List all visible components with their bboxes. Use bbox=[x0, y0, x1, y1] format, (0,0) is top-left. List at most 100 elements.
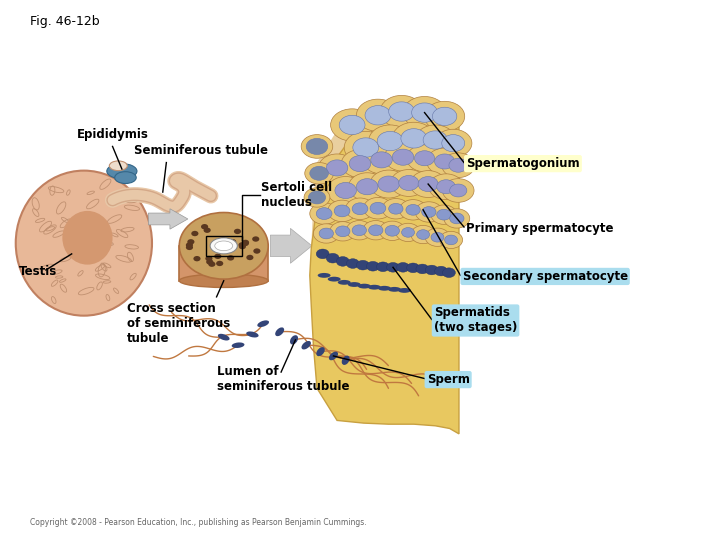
Ellipse shape bbox=[63, 211, 112, 265]
Circle shape bbox=[440, 231, 462, 248]
Circle shape bbox=[371, 152, 392, 168]
Circle shape bbox=[319, 228, 333, 239]
FancyArrow shape bbox=[270, 228, 312, 264]
Circle shape bbox=[415, 202, 443, 222]
Circle shape bbox=[334, 205, 350, 217]
Ellipse shape bbox=[257, 320, 269, 327]
Circle shape bbox=[397, 262, 410, 272]
Ellipse shape bbox=[246, 332, 258, 338]
Circle shape bbox=[252, 237, 259, 242]
Circle shape bbox=[363, 220, 389, 240]
Circle shape bbox=[425, 102, 464, 131]
Circle shape bbox=[349, 156, 371, 172]
Ellipse shape bbox=[232, 342, 245, 348]
Text: Cross section
of seminiferous
tubule: Cross section of seminiferous tubule bbox=[127, 302, 230, 345]
Circle shape bbox=[444, 209, 469, 228]
Text: Spermatogonium: Spermatogonium bbox=[466, 157, 580, 170]
Ellipse shape bbox=[107, 164, 137, 179]
Ellipse shape bbox=[275, 327, 284, 336]
Circle shape bbox=[306, 138, 328, 154]
Circle shape bbox=[229, 239, 236, 245]
Ellipse shape bbox=[109, 161, 127, 171]
Circle shape bbox=[253, 248, 261, 254]
Circle shape bbox=[301, 134, 333, 158]
Ellipse shape bbox=[114, 172, 136, 184]
Text: Sertoli cell
nucleus: Sertoli cell nucleus bbox=[261, 181, 332, 209]
Circle shape bbox=[416, 264, 429, 274]
Ellipse shape bbox=[328, 276, 341, 281]
Circle shape bbox=[437, 210, 451, 220]
Circle shape bbox=[346, 220, 372, 240]
Circle shape bbox=[356, 179, 378, 195]
Circle shape bbox=[344, 131, 387, 164]
Ellipse shape bbox=[358, 284, 371, 288]
Circle shape bbox=[369, 225, 383, 235]
Circle shape bbox=[304, 188, 330, 207]
Ellipse shape bbox=[342, 355, 350, 365]
Circle shape bbox=[205, 256, 212, 261]
Circle shape bbox=[389, 102, 415, 121]
Text: Fig. 46-12b: Fig. 46-12b bbox=[30, 15, 99, 28]
Circle shape bbox=[392, 122, 436, 154]
Circle shape bbox=[377, 131, 403, 151]
Circle shape bbox=[427, 148, 462, 175]
Circle shape bbox=[326, 160, 348, 176]
Circle shape bbox=[435, 266, 448, 276]
Circle shape bbox=[417, 230, 430, 239]
Circle shape bbox=[370, 202, 386, 214]
Circle shape bbox=[370, 170, 408, 198]
Ellipse shape bbox=[302, 341, 311, 349]
Bar bbox=[206, 235, 242, 256]
Circle shape bbox=[366, 261, 379, 271]
Circle shape bbox=[429, 174, 463, 200]
Circle shape bbox=[442, 134, 464, 152]
Polygon shape bbox=[179, 246, 268, 281]
Text: Secondary spermatocyte: Secondary spermatocyte bbox=[462, 270, 628, 283]
Ellipse shape bbox=[318, 273, 330, 278]
Circle shape bbox=[227, 255, 234, 261]
Circle shape bbox=[216, 261, 223, 266]
Ellipse shape bbox=[398, 288, 411, 293]
Circle shape bbox=[316, 208, 332, 219]
Text: Testis: Testis bbox=[19, 265, 58, 278]
Circle shape bbox=[401, 129, 427, 148]
Text: Seminiferous tubule: Seminiferous tubule bbox=[134, 144, 268, 157]
Circle shape bbox=[242, 241, 249, 246]
Circle shape bbox=[238, 242, 246, 247]
Ellipse shape bbox=[388, 287, 401, 292]
Circle shape bbox=[382, 199, 410, 219]
Circle shape bbox=[330, 109, 374, 141]
Circle shape bbox=[318, 154, 356, 182]
Circle shape bbox=[431, 205, 456, 224]
Circle shape bbox=[402, 227, 415, 237]
Circle shape bbox=[391, 170, 427, 197]
Ellipse shape bbox=[378, 286, 391, 291]
Circle shape bbox=[186, 245, 193, 250]
Polygon shape bbox=[310, 104, 459, 434]
Ellipse shape bbox=[348, 282, 361, 287]
Circle shape bbox=[310, 166, 328, 180]
Circle shape bbox=[353, 138, 379, 157]
Circle shape bbox=[396, 223, 420, 241]
Text: Copyright ©2008 - Pearson Education, Inc., publishing as Pearson Benjamin Cummin: Copyright ©2008 - Pearson Education, Inc… bbox=[30, 518, 366, 527]
Circle shape bbox=[445, 235, 457, 245]
Circle shape bbox=[194, 256, 201, 261]
Circle shape bbox=[215, 254, 222, 259]
Circle shape bbox=[326, 253, 339, 263]
Ellipse shape bbox=[329, 352, 338, 360]
Text: Lumen of
seminiferous tubule: Lumen of seminiferous tubule bbox=[217, 364, 349, 393]
Circle shape bbox=[364, 198, 392, 219]
Circle shape bbox=[399, 176, 419, 191]
Circle shape bbox=[410, 171, 446, 198]
Circle shape bbox=[433, 107, 456, 125]
Circle shape bbox=[443, 268, 455, 278]
Circle shape bbox=[437, 180, 455, 194]
Circle shape bbox=[330, 221, 356, 241]
Circle shape bbox=[415, 151, 435, 166]
Circle shape bbox=[412, 103, 438, 122]
Circle shape bbox=[234, 229, 241, 234]
Circle shape bbox=[407, 263, 420, 273]
Circle shape bbox=[242, 240, 249, 245]
Circle shape bbox=[339, 115, 365, 134]
Ellipse shape bbox=[368, 285, 381, 289]
